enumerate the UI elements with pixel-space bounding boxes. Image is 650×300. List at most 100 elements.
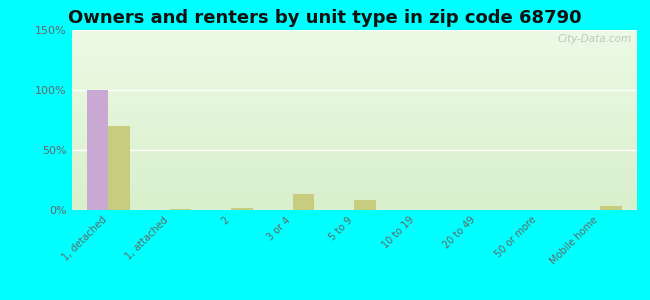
Bar (72, 38, 637, 39)
Bar (72, 186, 637, 187)
Bar (72, 209, 637, 210)
Bar (72, 118, 637, 119)
Bar (72, 156, 637, 157)
Bar (72, 51, 637, 52)
Bar (72, 195, 637, 196)
Bar (72, 54, 637, 55)
Bar (72, 204, 637, 205)
Bar (72, 126, 637, 127)
Bar (292, 194, 315, 210)
Bar (72, 106, 637, 107)
Bar (72, 30, 637, 31)
Text: City-Data.com: City-Data.com (557, 34, 631, 44)
Bar (72, 201, 637, 202)
Bar (72, 70, 637, 71)
Bar (72, 82, 637, 83)
Bar (72, 159, 637, 160)
Bar (170, 209, 191, 210)
Bar (72, 120, 637, 121)
Bar (72, 99, 637, 100)
Bar (72, 194, 637, 195)
Bar (72, 58, 637, 59)
Bar (72, 144, 637, 145)
Bar (72, 107, 637, 108)
Bar (72, 148, 637, 149)
Bar (72, 102, 637, 103)
Bar (72, 119, 637, 120)
Bar (72, 130, 637, 131)
Bar (72, 206, 637, 207)
Bar (72, 111, 637, 112)
Bar (72, 177, 637, 178)
Bar (72, 196, 637, 197)
Bar (72, 146, 637, 147)
Bar (72, 112, 637, 113)
Bar (72, 115, 637, 116)
Bar (72, 205, 637, 206)
Bar (72, 162, 637, 163)
Bar (72, 71, 637, 72)
Bar (72, 187, 637, 188)
Bar (72, 200, 637, 201)
Bar (109, 126, 130, 210)
Bar (72, 135, 637, 136)
Bar (72, 178, 637, 179)
Bar (72, 165, 637, 166)
Bar (72, 49, 637, 50)
Bar (72, 73, 637, 74)
Bar (72, 48, 637, 49)
Bar (72, 45, 637, 46)
Bar (72, 182, 637, 183)
Bar (72, 97, 637, 98)
Bar (72, 72, 637, 73)
Bar (72, 92, 637, 93)
Bar (72, 36, 637, 37)
Bar (72, 160, 637, 161)
Bar (72, 113, 637, 114)
Text: Owners and renters by unit type in zip code 68790: Owners and renters by unit type in zip c… (68, 9, 582, 27)
Bar (72, 180, 637, 181)
Bar (72, 131, 637, 132)
Bar (72, 154, 637, 155)
Bar (72, 158, 637, 159)
Bar (72, 84, 637, 85)
Bar (72, 114, 637, 115)
Bar (87, 90, 109, 210)
Bar (72, 105, 637, 106)
Bar (72, 129, 637, 130)
Bar (72, 121, 637, 122)
Bar (72, 124, 637, 125)
Bar (72, 203, 637, 204)
Bar (72, 143, 637, 144)
Bar (72, 108, 637, 109)
Bar (72, 155, 637, 156)
Bar (72, 34, 637, 35)
Bar (72, 66, 637, 67)
Bar (72, 169, 637, 170)
Bar (72, 44, 637, 45)
Bar (72, 77, 637, 78)
Bar (72, 103, 637, 104)
Bar (72, 160, 637, 161)
Bar (72, 104, 637, 105)
Bar (72, 141, 637, 142)
Bar (72, 93, 637, 94)
Bar (72, 164, 637, 165)
Bar (72, 87, 637, 88)
Bar (72, 94, 637, 95)
Bar (72, 208, 637, 209)
Bar (72, 122, 637, 123)
Bar (72, 171, 637, 172)
Bar (72, 140, 637, 141)
Bar (72, 55, 637, 56)
Bar (72, 149, 637, 150)
Bar (72, 40, 637, 41)
Bar (72, 147, 637, 148)
Bar (72, 52, 637, 53)
Bar (72, 185, 637, 186)
Bar (72, 137, 637, 138)
Bar (72, 181, 637, 182)
Bar (72, 191, 637, 192)
Bar (72, 78, 637, 79)
Bar (72, 57, 637, 58)
